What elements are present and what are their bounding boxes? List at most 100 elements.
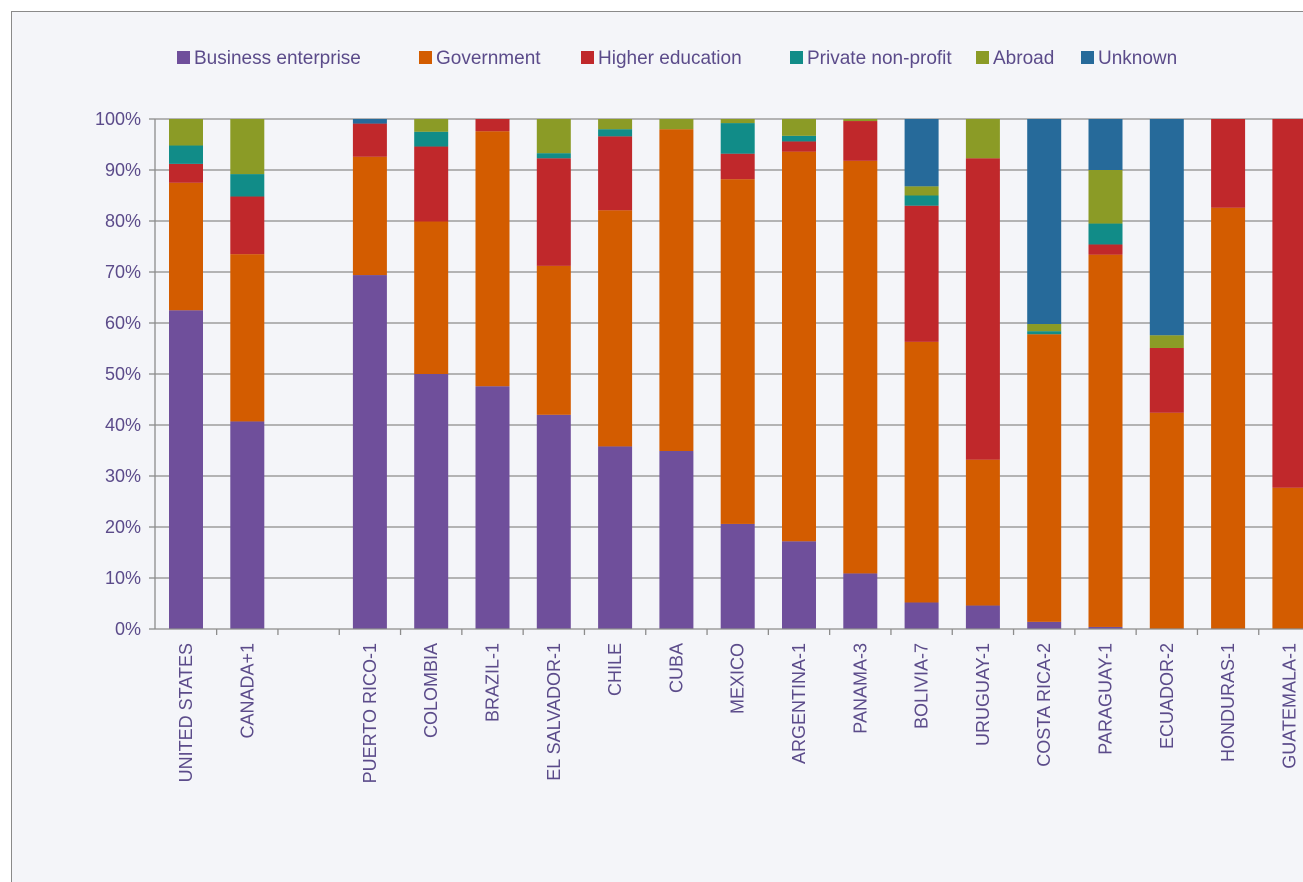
bar-segment <box>904 119 939 187</box>
bar-segment <box>414 374 449 629</box>
x-category-label: ECUADOR-2 <box>1157 643 1177 749</box>
bar-segment <box>230 119 265 175</box>
x-category-label: PANAMA-3 <box>850 643 870 734</box>
bar-segment <box>1088 254 1123 627</box>
bar-segment <box>965 459 1000 606</box>
bar-segment <box>659 129 694 452</box>
bar-segment <box>598 119 633 130</box>
bar-segment <box>475 119 510 132</box>
y-tick-label: 100% <box>95 109 141 129</box>
bar-segment <box>1027 621 1062 629</box>
bar-segment <box>720 523 755 629</box>
x-category-label: COSTA RICA-2 <box>1034 643 1054 767</box>
bars <box>169 119 1303 630</box>
legend-label: Higher education <box>598 48 742 69</box>
bar-segment <box>1149 119 1184 336</box>
x-category-label: MEXICO <box>728 643 748 714</box>
bar-segment <box>230 196 265 255</box>
bar-segment <box>536 414 571 629</box>
legend-swatch <box>790 51 803 64</box>
x-category-label: CUBA <box>666 643 686 693</box>
bar-segment <box>904 341 939 603</box>
bar-segment <box>230 254 265 422</box>
legend-swatch <box>177 51 190 64</box>
y-tick-label: 10% <box>105 568 141 588</box>
bar-segment <box>352 275 387 629</box>
bar-segment <box>536 119 571 154</box>
x-category-label: BRAZIL-1 <box>483 643 503 722</box>
x-category-label: GUATEMALA-1 <box>1279 643 1299 769</box>
bar-segment <box>169 145 203 164</box>
bar-segment <box>1027 334 1062 622</box>
bar-segment <box>230 174 265 197</box>
x-category-label: UNITED STATES <box>176 643 196 782</box>
bar-segment <box>1149 335 1184 348</box>
chart-frame <box>11 11 1303 882</box>
bar-segment <box>475 386 510 629</box>
bar-segment <box>352 123 387 157</box>
legend-label: Private non-profit <box>807 48 952 69</box>
bar-segment <box>1088 119 1123 170</box>
x-category-label: BOLIVIA-7 <box>912 643 932 729</box>
bar-segment <box>782 141 816 152</box>
bar-segment <box>904 195 939 206</box>
axes: 0% 10% 20% 30% 40% 50% 60% 70% 80% 90% 100% UNITED … <box>95 109 1303 783</box>
bar-segment <box>1088 223 1123 245</box>
bar-segment <box>720 179 755 524</box>
bar-segment <box>414 119 449 132</box>
bar-segment <box>414 221 449 374</box>
bar-segment <box>1088 170 1123 224</box>
x-category-label: EL SALVADOR-1 <box>544 643 564 781</box>
bar-segment <box>169 163 203 183</box>
bar-segment <box>720 153 755 180</box>
x-category-label: COLOMBIA <box>421 643 441 738</box>
bar-segment <box>965 605 1000 629</box>
legend-label: Unknown <box>1098 48 1177 69</box>
bar-segment <box>659 119 694 130</box>
bar-segment <box>843 573 878 629</box>
bar-segment <box>1272 487 1303 629</box>
bar-segment <box>1272 119 1303 488</box>
x-category-label: CHILE <box>605 643 625 696</box>
bar-segment <box>169 310 203 629</box>
bar-segment <box>352 119 387 124</box>
bar-segment <box>720 119 755 124</box>
y-tick-label: 40% <box>105 415 141 435</box>
x-category-label: CANADA+1 <box>237 643 257 739</box>
bar-segment <box>659 451 694 629</box>
bar-segment <box>782 119 816 136</box>
bar-segment <box>598 136 633 211</box>
y-tick-label: 20% <box>105 517 141 537</box>
y-tick-label: 80% <box>105 211 141 231</box>
bar-segment <box>1088 626 1123 629</box>
bar-segment <box>782 135 816 142</box>
bar-segment <box>1027 119 1062 325</box>
legend-swatch <box>419 51 432 64</box>
bar-segment <box>843 121 878 161</box>
bar-segment <box>782 151 816 542</box>
bar-segment <box>598 446 633 629</box>
y-tick-label: 70% <box>105 262 141 282</box>
bar-segment <box>904 186 939 196</box>
bar-segment <box>169 182 203 311</box>
bar-segment <box>720 123 755 154</box>
x-category-label: HONDURAS-1 <box>1218 643 1238 762</box>
bar-segment <box>169 119 203 146</box>
x-category-label: PUERTO RICO-1 <box>360 643 380 783</box>
bar-segment <box>904 602 939 629</box>
bar-segment <box>1149 347 1184 413</box>
bar-segment <box>1149 412 1184 629</box>
bar-segment <box>965 119 1000 159</box>
y-tick-label: 30% <box>105 466 141 486</box>
bar-segment <box>843 160 878 574</box>
bar-segment <box>598 129 633 137</box>
legend-swatch <box>976 51 989 64</box>
bar-segment <box>1027 331 1062 335</box>
bar-segment <box>782 541 816 629</box>
x-category-label: PARAGUAY-1 <box>1096 643 1116 755</box>
y-tick-label: 0% <box>115 619 141 639</box>
legend-label: Business enterprise <box>194 48 361 69</box>
bar-segment <box>598 210 633 447</box>
bar-segment <box>1088 244 1123 255</box>
